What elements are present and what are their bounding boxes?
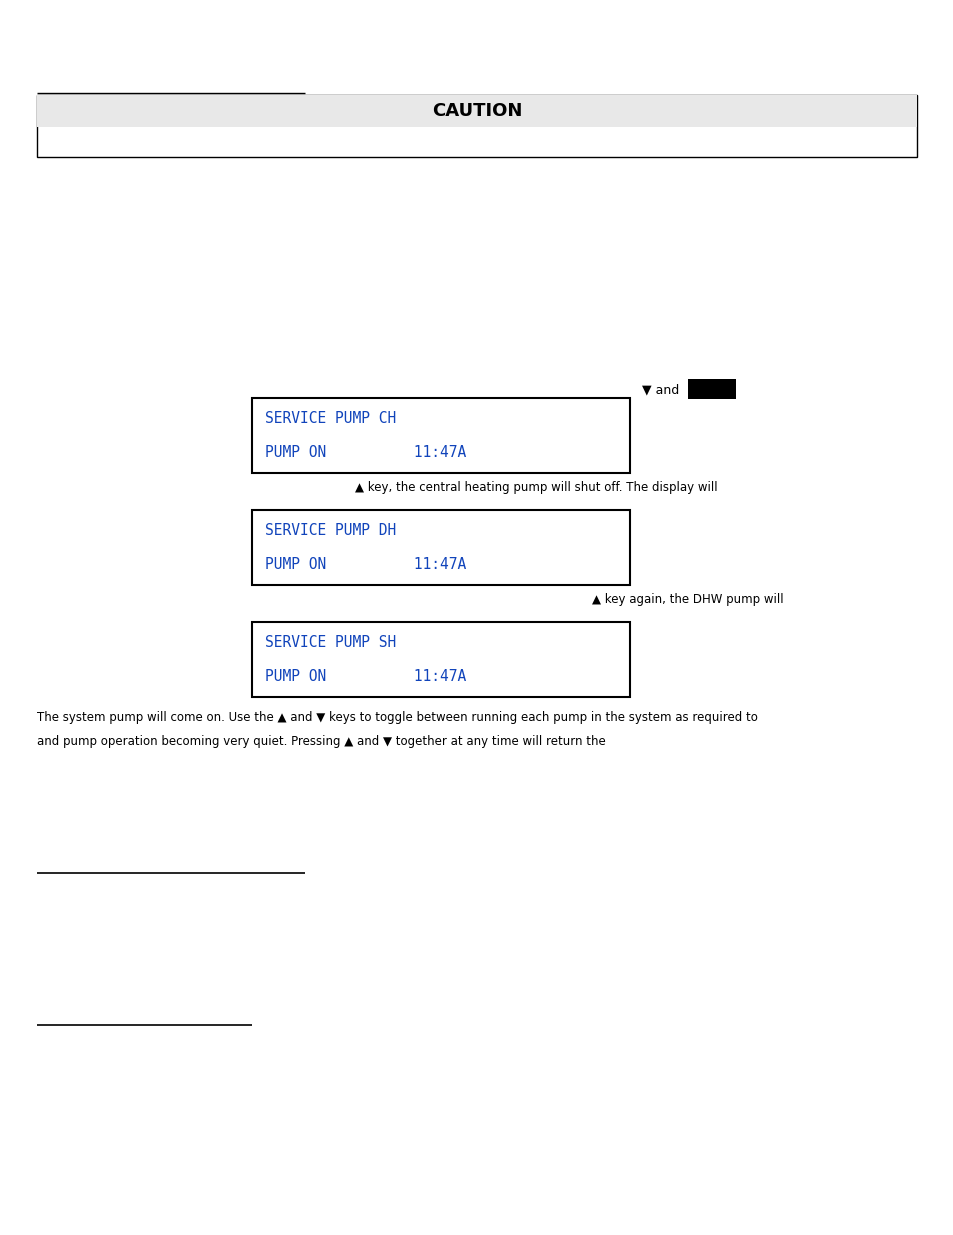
Text: PUMP ON          11:47A: PUMP ON 11:47A bbox=[265, 557, 466, 572]
Text: The system pump will come on. Use the ▲ and ▼ keys to toggle between running eac: The system pump will come on. Use the ▲ … bbox=[37, 711, 757, 725]
Text: CAUTION: CAUTION bbox=[432, 103, 521, 120]
Text: ▲ key again, the DHW pump will: ▲ key again, the DHW pump will bbox=[592, 593, 782, 605]
Bar bbox=[37, 95, 916, 157]
Bar bbox=[252, 510, 629, 585]
Bar bbox=[37, 95, 916, 127]
Text: PUMP ON          11:47A: PUMP ON 11:47A bbox=[265, 669, 466, 684]
Text: ▲ key, the central heating pump will shut off. The display will: ▲ key, the central heating pump will shu… bbox=[355, 480, 717, 494]
Text: PUMP ON          11:47A: PUMP ON 11:47A bbox=[265, 446, 466, 461]
Bar bbox=[252, 622, 629, 697]
Text: and pump operation becoming very quiet. Pressing ▲ and ▼ together at any time wi: and pump operation becoming very quiet. … bbox=[37, 736, 605, 748]
Text: ▼ and: ▼ and bbox=[641, 384, 679, 396]
Text: SERVICE PUMP DH: SERVICE PUMP DH bbox=[265, 522, 395, 537]
Bar bbox=[252, 398, 629, 473]
Text: SERVICE PUMP SH: SERVICE PUMP SH bbox=[265, 635, 395, 650]
Text: SERVICE PUMP CH: SERVICE PUMP CH bbox=[265, 411, 395, 426]
Bar bbox=[687, 379, 735, 399]
